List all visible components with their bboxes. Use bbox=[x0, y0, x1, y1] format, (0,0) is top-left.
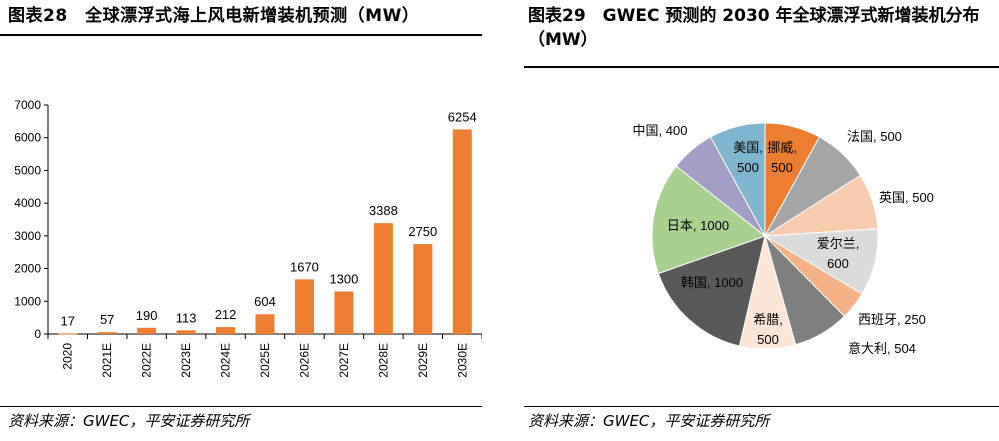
slice-label: 爱尔兰, 600 bbox=[817, 236, 860, 271]
slice-label: 意大利, 504 bbox=[848, 341, 916, 356]
y-tick-label: 7000 bbox=[14, 98, 41, 112]
bar bbox=[137, 327, 157, 334]
title-rule bbox=[524, 66, 999, 68]
y-tick-label: 0 bbox=[34, 327, 41, 341]
data-label: 6254 bbox=[448, 109, 477, 124]
bar-chart-source: 资料来源：GWEC，平安证券研究所 bbox=[8, 412, 250, 430]
slice-label: 英国, 500 bbox=[879, 190, 934, 205]
bar-chart-panel: 图表28 全球漂浮式海上风电新增装机预测（MW） 0 1000 2000 3000 40… bbox=[0, 0, 482, 441]
x-tick-label: 2028E bbox=[376, 343, 390, 378]
data-label: 113 bbox=[176, 310, 197, 325]
slice-label: 韩国, 1000 bbox=[681, 275, 743, 290]
bar bbox=[216, 327, 236, 334]
bar-chart: 0 1000 2000 3000 4000 5000 6000 7000 17 2020 57 202… bbox=[14, 98, 482, 378]
data-label: 2750 bbox=[408, 224, 437, 239]
slice-label: 日本, 1000 bbox=[667, 218, 729, 233]
source-rule bbox=[0, 406, 482, 407]
bar bbox=[97, 332, 117, 334]
y-tick-label: 1000 bbox=[14, 294, 41, 308]
pie-slice bbox=[709, 122, 766, 237]
y-tick-label: 2000 bbox=[14, 262, 41, 276]
bar bbox=[452, 129, 472, 334]
x-tick-label: 2030E bbox=[455, 343, 469, 378]
slice-label: 法国, 500 bbox=[847, 129, 902, 144]
bar bbox=[413, 244, 433, 334]
data-label: 212 bbox=[215, 307, 237, 322]
bar bbox=[334, 291, 354, 334]
bar-chart-title: 图表28 全球漂浮式海上风电新增装机预测（MW） bbox=[8, 6, 420, 26]
x-tick-label: 2022E bbox=[140, 343, 154, 378]
pie-chart-title: 图表29 GWEC 预测的 2030 年全球漂浮式新增装机分布（MW） bbox=[528, 6, 980, 50]
slice-label: 西班牙, 250 bbox=[858, 312, 926, 327]
bar bbox=[373, 223, 393, 334]
data-label: 17 bbox=[60, 313, 74, 328]
data-label: 604 bbox=[254, 294, 276, 309]
slice-label: 希腊, 500 bbox=[753, 312, 783, 347]
slice-label: 中国, 400 bbox=[633, 123, 688, 138]
bar bbox=[176, 330, 196, 334]
data-label: 1300 bbox=[329, 271, 358, 286]
data-label: 190 bbox=[136, 308, 158, 323]
x-tick-label: 2025E bbox=[258, 343, 272, 378]
data-label: 3388 bbox=[369, 203, 398, 218]
bar bbox=[58, 333, 78, 335]
bar bbox=[255, 314, 275, 334]
y-tick-label: 3000 bbox=[14, 229, 41, 243]
pie-slice bbox=[651, 165, 767, 275]
pie-slice bbox=[657, 235, 766, 347]
x-tick-label: 2024E bbox=[219, 343, 233, 378]
slice-label: 挪威, 500 bbox=[767, 140, 797, 175]
x-tick-label: 2027E bbox=[337, 343, 351, 378]
data-label: 57 bbox=[100, 312, 114, 327]
x-tick-label: 2020 bbox=[61, 343, 75, 370]
data-label: 1670 bbox=[290, 259, 319, 274]
pie-chart-panel: 图表29 GWEC 预测的 2030 年全球漂浮式新增装机分布（MW） 挪威, 5… bbox=[524, 0, 999, 441]
y-tick-label: 6000 bbox=[14, 131, 41, 145]
slice-label: 美国, 500 bbox=[733, 140, 763, 175]
x-tick-label: 2029E bbox=[416, 343, 430, 378]
x-tick-label: 2023E bbox=[179, 343, 193, 378]
pie-chart-source: 资料来源：GWEC，平安证券研究所 bbox=[528, 412, 770, 430]
bar bbox=[294, 279, 314, 334]
pie-chart: 挪威, 500 法国, 500 英国, 500 爱尔兰, 600 西班牙, 250 意大利, … bbox=[633, 122, 934, 356]
title-rule bbox=[0, 34, 482, 36]
source-rule bbox=[524, 406, 999, 407]
y-tick-label: 5000 bbox=[14, 163, 41, 177]
y-tick-label: 4000 bbox=[14, 196, 41, 210]
x-tick-label: 2026E bbox=[297, 343, 311, 378]
x-tick-label: 2021E bbox=[100, 343, 114, 378]
